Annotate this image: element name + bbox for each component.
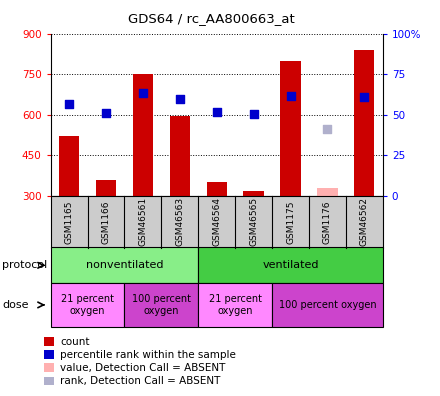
Point — [324, 126, 331, 132]
Text: value, Detection Call = ABSENT: value, Detection Call = ABSENT — [60, 363, 226, 373]
Point — [287, 93, 294, 99]
Text: 100 percent
oxygen: 100 percent oxygen — [132, 294, 191, 316]
Point — [103, 110, 110, 116]
Text: 100 percent oxygen: 100 percent oxygen — [279, 300, 376, 310]
Text: 21 percent
oxygen: 21 percent oxygen — [61, 294, 114, 316]
Bar — [354, 50, 374, 196]
Text: ventilated: ventilated — [262, 260, 319, 270]
Text: GDS64 / rc_AA800663_at: GDS64 / rc_AA800663_at — [128, 12, 294, 25]
Bar — [133, 74, 153, 196]
Text: rank, Detection Call = ABSENT: rank, Detection Call = ABSENT — [60, 376, 220, 386]
Text: GSM46564: GSM46564 — [212, 197, 221, 246]
Point — [250, 111, 257, 117]
Bar — [280, 61, 301, 196]
Bar — [206, 183, 227, 196]
Text: dose: dose — [2, 300, 29, 310]
Text: percentile rank within the sample: percentile rank within the sample — [60, 350, 236, 360]
Text: GSM46565: GSM46565 — [249, 197, 258, 246]
Text: GSM1165: GSM1165 — [65, 200, 73, 244]
Text: nonventilated: nonventilated — [86, 260, 163, 270]
Text: GSM46562: GSM46562 — [360, 197, 369, 246]
Text: GSM1166: GSM1166 — [102, 200, 110, 244]
Point — [361, 94, 368, 101]
Point — [176, 95, 183, 102]
Text: GSM1175: GSM1175 — [286, 200, 295, 244]
Point — [213, 109, 220, 115]
Bar — [170, 116, 190, 196]
Bar — [96, 180, 116, 196]
Text: GSM46563: GSM46563 — [175, 197, 184, 246]
Text: protocol: protocol — [2, 260, 48, 270]
Bar — [59, 137, 79, 196]
Text: GSM1176: GSM1176 — [323, 200, 332, 244]
Bar — [243, 190, 264, 196]
Point — [66, 101, 73, 107]
Text: 21 percent
oxygen: 21 percent oxygen — [209, 294, 262, 316]
Bar — [317, 188, 337, 196]
Point — [139, 90, 147, 96]
Text: count: count — [60, 337, 90, 346]
Text: GSM46561: GSM46561 — [138, 197, 147, 246]
